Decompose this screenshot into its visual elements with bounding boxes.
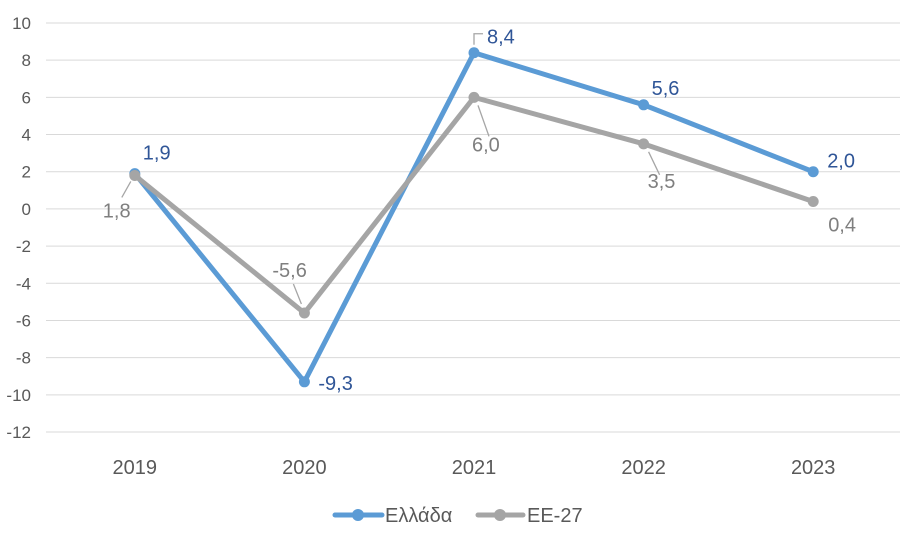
data-point-label: 6,0 xyxy=(472,134,500,156)
y-axis-tick-label: -2 xyxy=(16,237,31,256)
legend-item: EE-27 xyxy=(475,505,583,527)
x-axis-tick-label: 2019 xyxy=(113,457,158,479)
data-point-label: 8,4 xyxy=(487,27,515,49)
y-axis-tick-label: -10 xyxy=(6,386,31,405)
y-axis-tick-label: -6 xyxy=(16,311,31,330)
data-point-label: 1,9 xyxy=(143,143,171,165)
legend-label: EE-27 xyxy=(527,505,583,527)
data-point-marker xyxy=(638,99,650,111)
x-axis-tick-label: 2021 xyxy=(452,457,497,479)
label-leader-line xyxy=(648,151,661,176)
label-leader-line xyxy=(477,105,490,137)
y-axis-tick-label: -12 xyxy=(6,423,31,442)
data-point-label: 1,8 xyxy=(103,200,131,222)
label-leader-line xyxy=(121,181,132,198)
x-axis-tick-label: 2023 xyxy=(791,457,836,479)
data-point-marker xyxy=(129,169,141,181)
y-axis-tick-label: 10 xyxy=(12,14,31,33)
y-axis-tick-label: 8 xyxy=(22,51,31,70)
label-leader-line xyxy=(473,33,483,45)
data-point-label: 5,6 xyxy=(652,78,680,100)
data-point-marker xyxy=(468,91,480,103)
y-axis-tick-label: -8 xyxy=(16,349,31,368)
x-axis-tick-label: 2020 xyxy=(282,457,327,479)
data-point-label: -9,3 xyxy=(318,373,352,395)
data-point-label: 3,5 xyxy=(648,171,676,193)
y-axis-tick-label: 4 xyxy=(22,126,31,145)
data-point-label: 2,0 xyxy=(827,151,855,173)
data-point-label: 0,4 xyxy=(828,214,856,236)
data-point-marker xyxy=(468,47,480,59)
y-axis-tick-label: 2 xyxy=(22,163,31,182)
data-point-marker xyxy=(638,138,650,150)
legend-item: Ελλάδα xyxy=(332,505,452,527)
y-axis-tick-label: 6 xyxy=(22,88,31,107)
x-axis-tick-label: 2022 xyxy=(621,457,666,479)
y-axis-tick-label: 0 xyxy=(22,200,31,219)
legend-dot-marker xyxy=(352,509,364,521)
label-leader-line xyxy=(292,283,303,305)
data-point-marker xyxy=(298,307,310,319)
legend-dot-marker xyxy=(494,509,506,521)
data-point-marker xyxy=(807,195,819,207)
data-point-marker xyxy=(807,166,819,178)
data-point-marker xyxy=(298,376,310,388)
data-point-label: -5,6 xyxy=(272,260,306,282)
y-axis-tick-label: -4 xyxy=(16,274,31,293)
legend-label: Ελλάδα xyxy=(385,505,452,527)
